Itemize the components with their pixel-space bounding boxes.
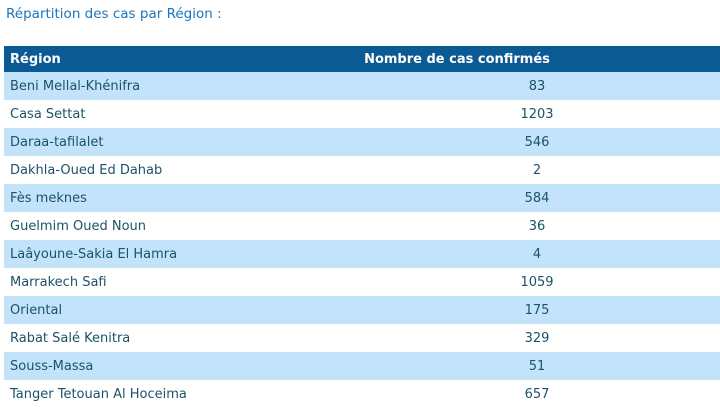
region-cell: Laâyoune-Sakia El Hamra <box>10 246 178 262</box>
confirmed-cases-cell: 83 <box>528 78 546 94</box>
confirmed-cases-cell: 329 <box>524 330 550 346</box>
confirmed-cases-cell: 1203 <box>520 106 554 122</box>
cases-by-region-table: Région Nombre de cas confirmés Beni Mell… <box>4 46 720 408</box>
table-row: Guelmim Oued Noun 36 <box>4 212 720 240</box>
region-cell: Marrakech Safi <box>10 274 107 290</box>
region-cell: Dakhla-Oued Ed Dahab <box>10 162 163 178</box>
region-cell: Daraa-tafilalet <box>10 134 104 150</box>
table-row: Beni Mellal-Khénifra 83 <box>4 72 720 100</box>
table-header-row: Région Nombre de cas confirmés <box>4 46 720 72</box>
region-cell: Guelmim Oued Noun <box>10 218 147 234</box>
confirmed-cases-cell: 175 <box>524 302 550 318</box>
region-cell: Rabat Salé Kenitra <box>10 330 131 346</box>
confirmed-cases-cell: 1059 <box>520 274 554 290</box>
table-row: Tanger Tetouan Al Hoceima 657 <box>4 380 720 408</box>
table-row: Dakhla-Oued Ed Dahab 2 <box>4 156 720 184</box>
table-row: Marrakech Safi 1059 <box>4 268 720 296</box>
table-row: Casa Settat 1203 <box>4 100 720 128</box>
region-cell: Fès meknes <box>10 190 87 206</box>
table-body: Beni Mellal-Khénifra 83 Casa Settat 1203… <box>4 72 720 408</box>
confirmed-cases-cell: 36 <box>528 218 546 234</box>
confirmed-cases-cell: 2 <box>532 162 542 178</box>
table-row: Fès meknes 584 <box>4 184 720 212</box>
confirmed-cases-cell: 546 <box>524 134 550 150</box>
confirmed-cases-cell: 657 <box>524 386 550 402</box>
region-cell: Tanger Tetouan Al Hoceima <box>10 386 187 402</box>
region-cell: Casa Settat <box>10 106 86 122</box>
table-row: Laâyoune-Sakia El Hamra 4 <box>4 240 720 268</box>
table-row: Souss-Massa 51 <box>4 352 720 380</box>
table-row: Rabat Salé Kenitra 329 <box>4 324 720 352</box>
column-header-region: Région <box>10 51 61 67</box>
table-row: Oriental 175 <box>4 296 720 324</box>
confirmed-cases-cell: 4 <box>532 246 542 262</box>
region-cell: Oriental <box>10 302 63 318</box>
confirmed-cases-cell: 51 <box>528 358 546 374</box>
column-header-confirmed-cases: Nombre de cas confirmés <box>364 51 550 67</box>
region-cell: Souss-Massa <box>10 358 94 374</box>
table-row: Daraa-tafilalet 546 <box>4 128 720 156</box>
confirmed-cases-cell: 584 <box>524 190 550 206</box>
region-cell: Beni Mellal-Khénifra <box>10 78 141 94</box>
page-title: Répartition des cas par Région : <box>6 6 222 22</box>
